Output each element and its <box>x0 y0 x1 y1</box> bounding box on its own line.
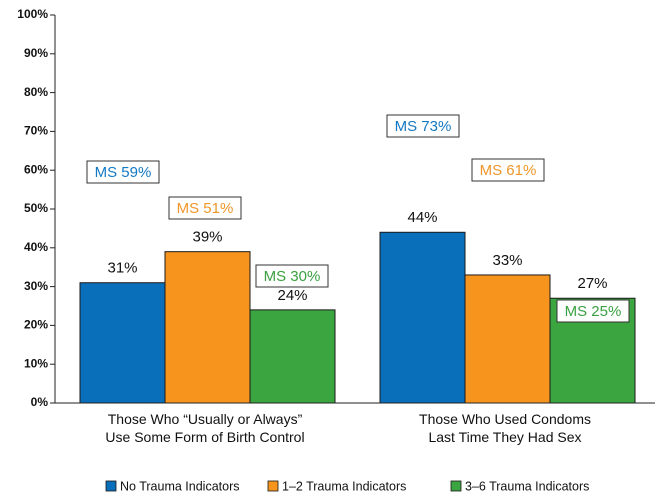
bar <box>79 282 166 404</box>
y-tick-label: 50% <box>24 201 48 215</box>
y-tick-label: 60% <box>24 162 48 176</box>
bar <box>164 251 251 404</box>
y-tick-label: 30% <box>24 279 48 293</box>
bar <box>249 309 336 404</box>
annotation-box <box>471 158 545 182</box>
y-tick-label: 20% <box>24 318 48 332</box>
data-label: 27% <box>577 275 607 292</box>
y-tick-label: 10% <box>24 356 48 370</box>
annotation: MS 30% <box>264 268 321 285</box>
legend-label: 3–6 Trauma Indicators <box>465 479 589 493</box>
x-tick-label: Those Who Used Condoms Last Time They Ha… <box>419 411 591 445</box>
annotation: MS 51% <box>177 200 234 217</box>
legend-label: 1–2 Trauma Indicators <box>282 479 406 493</box>
x-tick-label: Those Who “Usually or Always” Use Some F… <box>105 411 305 445</box>
y-tick-label: 90% <box>24 46 48 60</box>
annotation-box <box>86 160 160 184</box>
annotation: MS 61% <box>480 162 537 179</box>
bar <box>379 231 466 404</box>
y-tick-label: 0% <box>31 395 49 409</box>
annotation: MS 73% <box>395 118 452 135</box>
legend-swatch <box>105 480 117 492</box>
y-tick-label: 70% <box>24 124 48 138</box>
data-label: 39% <box>192 229 222 246</box>
annotation-box <box>386 114 460 138</box>
data-label: 44% <box>407 209 437 226</box>
annotation: MS 59% <box>95 164 152 181</box>
bar <box>464 274 551 404</box>
legend-swatch <box>267 480 279 492</box>
y-tick-label: 80% <box>24 85 48 99</box>
annotation: MS 25% <box>565 303 622 320</box>
y-tick-label: 40% <box>24 240 48 254</box>
annotation-box <box>168 196 242 220</box>
data-label: 31% <box>107 260 137 277</box>
legend-label: No Trauma Indicators <box>120 479 240 493</box>
annotation-box <box>556 299 630 323</box>
y-tick-label: 100% <box>17 7 48 21</box>
legend-swatch <box>450 480 462 492</box>
data-label: 33% <box>492 252 522 269</box>
data-label: 24% <box>277 287 307 304</box>
annotation-box <box>255 264 329 288</box>
